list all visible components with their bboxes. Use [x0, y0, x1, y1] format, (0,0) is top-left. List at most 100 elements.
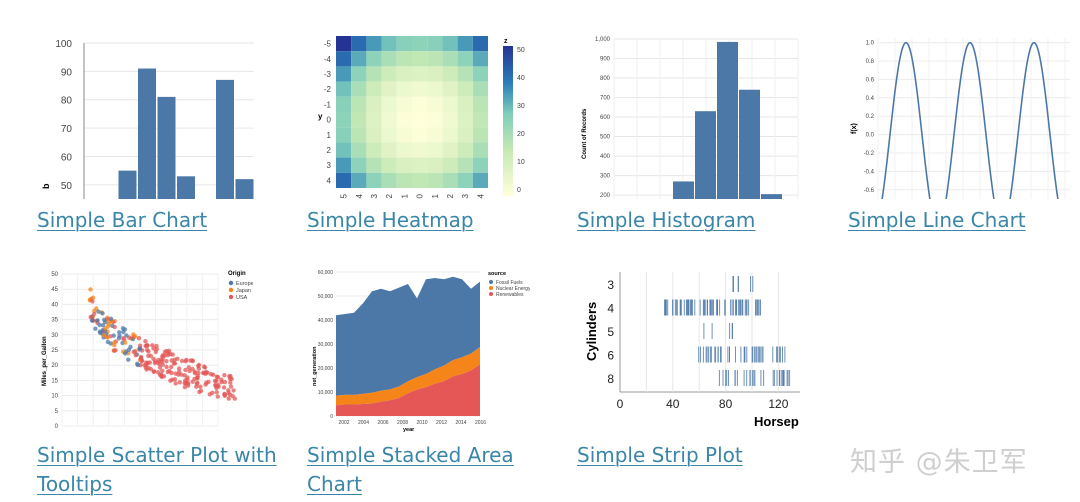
heatmap-cell	[457, 81, 473, 97]
heatmap-legend-gradient	[503, 46, 513, 196]
scatter-point	[160, 368, 165, 373]
strip-ytick: 5	[607, 325, 614, 339]
scatter-point	[112, 348, 117, 353]
histogram-bar	[761, 194, 782, 199]
link-simple-strip-plot[interactable]: Simple Strip Plot	[577, 443, 743, 467]
bar-chart-thumbnail[interactable]: 100 90 80 70 60 50 b	[34, 34, 254, 199]
histogram-thumbnail[interactable]: 1,000 900 800 700 600 500 400 300 200 Count of R…	[578, 34, 800, 199]
heatmap-cell	[457, 36, 473, 52]
area-xtick: 2012	[436, 420, 447, 426]
heatmap-cell	[336, 51, 352, 67]
area-ylabel: net_generation	[312, 346, 318, 386]
scatter-point	[117, 333, 122, 338]
heatmap-legend-tick: 10	[517, 159, 525, 166]
scatter-point	[228, 380, 233, 385]
link-simple-heatmap[interactable]: Simple Heatmap	[307, 208, 474, 232]
scatter-point	[151, 369, 156, 374]
link-simple-scatter-plot-line1[interactable]: Simple Scatter Plot with	[37, 443, 277, 467]
area-xtick: 2008	[397, 420, 408, 426]
scatter-point	[208, 372, 214, 377]
heatmap-cell	[336, 36, 352, 52]
heatmap-cell	[472, 157, 488, 173]
scatter-point	[88, 315, 93, 320]
bar	[157, 96, 176, 199]
heatmap-svg: -5 -4 -3 -2 -1 0 1 2 3 4 -5 -4 -3 -2 -1 0 1 2 3 4 y z 50 40…	[318, 36, 525, 199]
scatter-point	[150, 343, 155, 348]
scatter-point	[95, 318, 100, 323]
heatmap-xtick: 3	[461, 193, 470, 198]
scatter-point	[214, 385, 219, 391]
heatmap-cell	[457, 172, 473, 188]
scatter-ytick: 30	[51, 333, 58, 339]
scatter-point	[214, 374, 219, 379]
histogram-ytick: 500	[600, 135, 611, 141]
scatter-point	[190, 358, 195, 363]
heatmap-legend-tick: 50	[517, 47, 525, 54]
link-simple-stacked-area-line1[interactable]: Simple Stacked Area	[307, 443, 514, 467]
link-simple-histogram[interactable]: Simple Histogram	[577, 208, 756, 232]
heatmap-cell	[351, 142, 367, 158]
heatmap-cell	[381, 66, 397, 82]
scatter-point	[177, 369, 182, 375]
bar-ytick: 90	[61, 67, 73, 78]
scatter-ytick: 50	[51, 272, 58, 278]
heatmap-cell	[472, 66, 488, 82]
heatmap-cell	[412, 127, 428, 143]
line-chart-thumbnail[interactable]: 1.0 0.8 0.6 0.4 0.2 0.0 -0.2 -0.4 -0.6 f(x)	[848, 34, 1070, 199]
scatter-point	[214, 390, 219, 395]
scatter-point	[197, 389, 202, 395]
area-thumbnail[interactable]: 60,000 50,000 40,000 30,000 20,000 10,000 0 20…	[308, 266, 530, 436]
scatter-point	[198, 384, 203, 389]
bar-ytick: 50	[61, 181, 73, 192]
heatmap-cell	[427, 142, 443, 158]
heatmap-cell	[351, 96, 367, 112]
scatter-point	[164, 364, 169, 370]
link-simple-stacked-area-line2[interactable]: Chart	[307, 472, 362, 496]
heatmap-cell	[442, 81, 458, 97]
link-simple-scatter-plot-line2[interactable]: Tooltips	[37, 472, 113, 496]
strip-thumbnail[interactable]: 3 4 5 6 8 0 40 80 120 Cylinders Horsep	[578, 266, 800, 431]
scatter-point	[105, 324, 111, 329]
heatmap-cell	[336, 172, 352, 188]
area-nuclear-energy	[336, 347, 480, 406]
heatmap-ytick: 2	[327, 146, 332, 155]
heatmap-cell	[427, 172, 443, 188]
heatmap-cell	[351, 112, 367, 128]
heatmap-cell	[427, 36, 443, 52]
heatmap-cell	[457, 96, 473, 112]
heatmap-cell	[351, 81, 367, 97]
strip-xlabel: Horsep	[754, 414, 799, 429]
heatmap-xtick: 0	[416, 193, 425, 198]
scatter-point	[161, 374, 167, 379]
heatmap-cell	[427, 51, 443, 67]
scatter-thumbnail[interactable]: 50 45 40 35 30 25 20 15 10 5 0 Miles_per_Gallon Or…	[38, 266, 253, 428]
heatmap-cell	[396, 112, 412, 128]
heatmap-cell	[412, 36, 428, 52]
heatmap-cell	[457, 127, 473, 143]
link-simple-bar-chart[interactable]: Simple Bar Chart	[37, 208, 208, 232]
line-ylabel: f(x)	[851, 123, 858, 134]
scatter-point	[156, 357, 161, 363]
line-ytick: 0.2	[866, 114, 875, 120]
line-ytick: 0.4	[866, 96, 875, 102]
scatter-legend-label: Europe	[236, 281, 253, 287]
bar	[177, 176, 195, 199]
area-xtick: 2006	[377, 420, 388, 426]
scatter-point	[172, 377, 178, 382]
heatmap-cell	[457, 142, 473, 158]
line-ytick: 0.0	[866, 133, 875, 139]
scatter-point	[175, 356, 180, 361]
heatmap-cell	[381, 157, 397, 173]
scatter-point	[108, 316, 114, 321]
link-simple-line-chart[interactable]: Simple Line Chart	[848, 208, 1026, 232]
bar-ylabel: b	[41, 183, 51, 189]
scatter-point	[93, 326, 98, 331]
scatter-point	[215, 394, 220, 399]
scatter-ytick: 40	[51, 302, 58, 308]
area-legend-label: Renewables	[496, 292, 524, 298]
heatmap-ytick: -3	[324, 70, 332, 79]
scatter-ytick: 35	[51, 318, 58, 324]
scatter-point	[162, 353, 167, 358]
scatter-point	[165, 369, 170, 375]
heatmap-thumbnail[interactable]: -5 -4 -3 -2 -1 0 1 2 3 4 -5 -4 -3 -2 -1 0 1 2 3 4 y z 50 40…	[308, 34, 530, 199]
